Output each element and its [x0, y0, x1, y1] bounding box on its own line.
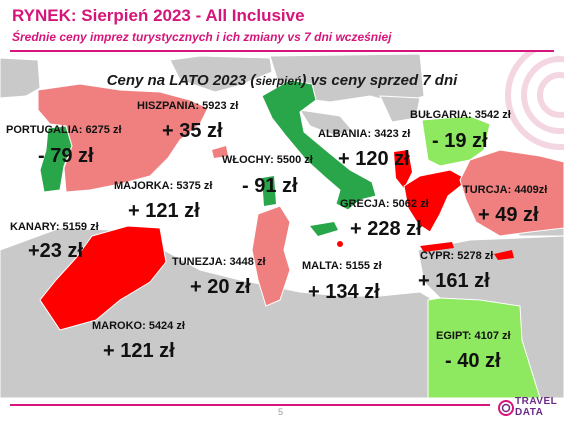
- label-grecja: GRECJA: 5062 zł: [340, 198, 429, 210]
- cyprus-shape: [494, 250, 514, 260]
- label-maroko: MAROKO: 5424 zł: [92, 320, 185, 332]
- spain-shape: [37, 83, 209, 193]
- slide-subtitle: Średnie ceny imprez turystycznych i ich …: [12, 30, 392, 44]
- logo-text: TRAVEL DATA: [515, 396, 557, 418]
- change-majorka: + 121 zł: [128, 200, 200, 222]
- label-egipt: EGIPT: 4107 zł: [436, 330, 511, 342]
- logo-line2: DATA: [515, 407, 544, 418]
- egypt-shape: [427, 297, 541, 398]
- change-grecja: + 228 zł: [350, 218, 422, 240]
- crete-shape: [420, 242, 454, 252]
- canary-islands: [11, 264, 35, 303]
- header-rule: [10, 50, 554, 52]
- label-kanary: KANARY: 5159 zł: [10, 221, 99, 233]
- change-albania: + 120 zł: [338, 148, 410, 170]
- label-portugalia: PORTUGALIA: 6275 zł: [6, 124, 122, 136]
- decor-circles: [505, 52, 564, 150]
- morocco-shape: [39, 225, 167, 331]
- label-turcja: TURCJA: 4409zł: [463, 184, 548, 196]
- label-hiszpania: HISZPANIA: 5923 zł: [137, 100, 239, 112]
- travel-data-logo: TRAVEL DATA: [497, 396, 559, 420]
- turkey-shape: [459, 149, 564, 237]
- slide-title: RYNEK: Sierpień 2023 - All Inclusive: [12, 6, 305, 25]
- change-malta: + 134 zł: [308, 281, 380, 303]
- change-cypr: + 161 zł: [418, 270, 490, 292]
- sardinia-shape: [262, 176, 276, 206]
- map-title-suffix: ) vs ceny sprzed 7 dni: [301, 72, 458, 89]
- footer-rule: [10, 404, 490, 406]
- change-turcja: + 49 zł: [478, 204, 539, 226]
- map-title: Ceny na LATO 2023 (sierpień) vs ceny spr…: [0, 72, 564, 89]
- albania-shape: [394, 150, 412, 188]
- change-maroko: + 121 zł: [103, 340, 175, 362]
- greece-shape: [403, 169, 469, 233]
- label-wlochy: WŁOCHY: 5500 zł: [222, 154, 313, 166]
- slide-header: RYNEK: Sierpień 2023 - All Inclusive Śre…: [0, 0, 564, 52]
- logo-line1: TRAVEL: [515, 396, 558, 407]
- change-portugalia: - 79 zł: [38, 145, 94, 167]
- label-malta: MALTA: 5155 zł: [302, 260, 382, 272]
- label-albania: ALBANIA: 3423 zł: [318, 128, 411, 140]
- label-cypr: CYPR: 5278 zł: [420, 250, 494, 262]
- map-title-prefix: Ceny na LATO 2023 (: [106, 72, 256, 89]
- change-hiszpania: + 35 zł: [162, 120, 223, 142]
- mediterranean-map: [0, 52, 564, 398]
- sicily-shape: [310, 222, 338, 236]
- change-bulgaria: - 19 zł: [432, 130, 488, 152]
- page-number: 5: [278, 407, 284, 417]
- label-bulgaria: BUŁGARIA: 3542 zł: [410, 109, 511, 121]
- label-tunezja: TUNEZJA: 3448 zł: [172, 256, 266, 268]
- map-title-small: sierpień: [255, 74, 302, 88]
- majorka-shape: [212, 146, 228, 158]
- bulgaria-shape: [421, 115, 491, 167]
- change-wlochy: - 91 zł: [242, 175, 298, 197]
- italy-shape: [261, 79, 377, 211]
- label-majorka: MAJORKA: 5375 zł: [114, 180, 213, 192]
- logo-swirl-icon: [498, 400, 514, 416]
- change-tunezja: + 20 zł: [190, 276, 251, 298]
- tunisia-shape: [251, 205, 291, 307]
- change-egipt: - 40 zł: [445, 350, 501, 372]
- malta-shape: [337, 241, 343, 247]
- change-kanary: +23 zł: [28, 240, 84, 262]
